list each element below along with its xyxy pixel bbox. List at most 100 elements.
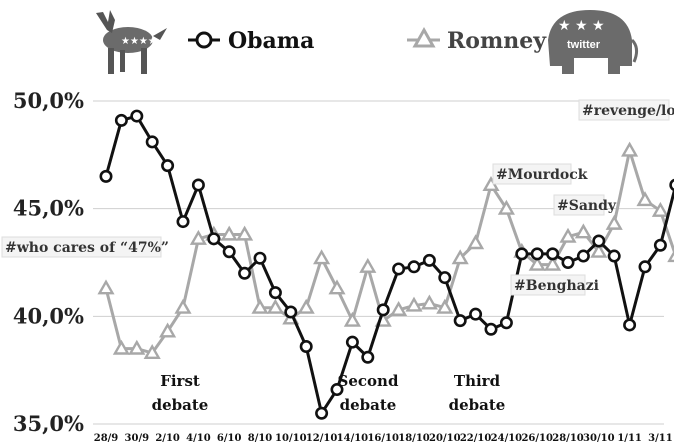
data-point xyxy=(653,238,667,252)
data-point xyxy=(528,255,546,271)
data-point xyxy=(297,298,315,314)
x-tick-label: 28/10 xyxy=(552,433,584,444)
data-point xyxy=(145,135,159,149)
data-point xyxy=(220,225,238,241)
y-tick-label: 40,0% xyxy=(13,303,84,328)
data-point xyxy=(422,253,436,267)
annotation-label: #Benghazi xyxy=(514,278,599,294)
x-tick-label: 10/10 xyxy=(275,433,307,444)
data-point xyxy=(607,249,621,263)
data-point xyxy=(99,169,113,183)
x-tick-label: 22/10 xyxy=(460,433,492,444)
x-tick-label: 6/10 xyxy=(217,433,242,444)
data-point xyxy=(623,318,637,332)
data-point xyxy=(268,286,282,300)
x-tick-label: 18/10 xyxy=(398,433,430,444)
data-point xyxy=(669,178,674,192)
annotation-label: #revenge/love xyxy=(582,103,674,119)
data-point xyxy=(266,298,284,314)
data-point xyxy=(315,406,329,420)
x-tick-label: 2/10 xyxy=(155,433,180,444)
annotation-box xyxy=(1,236,162,258)
data-point xyxy=(453,314,467,328)
data-point xyxy=(405,296,423,312)
elephant-logo-text: twitter xyxy=(567,39,601,51)
data-point xyxy=(130,109,144,123)
obama-series xyxy=(99,109,674,420)
data-point xyxy=(191,178,205,192)
data-point xyxy=(222,245,236,259)
data-point xyxy=(484,322,498,336)
data-point xyxy=(544,255,562,271)
annotation-label: #Sandy xyxy=(557,198,617,214)
x-tick-label: 30/9 xyxy=(125,433,150,444)
annotation-box xyxy=(492,163,572,185)
data-point xyxy=(469,307,483,321)
data-point xyxy=(638,260,652,274)
svg-text:★ ★ ★: ★ ★ ★ xyxy=(558,18,605,34)
data-point xyxy=(497,199,515,215)
data-point xyxy=(328,279,346,295)
data-point xyxy=(159,322,177,338)
x-tick-label: 4/10 xyxy=(186,433,211,444)
data-point xyxy=(345,335,359,349)
x-tick-label: 1/11 xyxy=(617,433,642,444)
x-tick-label: 28/9 xyxy=(94,433,119,444)
data-point xyxy=(561,255,575,269)
data-point xyxy=(438,271,452,285)
y-axis-ticks: 50,0% 45,0% 40,0% 35,0% xyxy=(13,88,84,436)
y-tick-label: 50,0% xyxy=(13,88,84,113)
y-tick-label: 45,0% xyxy=(13,196,84,221)
data-point xyxy=(667,250,674,263)
data-point xyxy=(436,298,454,314)
debate-label-line1: Second xyxy=(338,372,399,390)
data-point xyxy=(299,339,313,353)
data-point xyxy=(176,215,190,229)
debate-events: First debate Second debate Third debate xyxy=(152,372,506,414)
x-tick-label: 12/10 xyxy=(306,433,338,444)
x-tick-label: 20/10 xyxy=(429,433,461,444)
data-point xyxy=(574,223,592,239)
y-tick-label: 35,0% xyxy=(13,411,84,436)
data-point xyxy=(376,303,390,317)
annotation-label: #Mourdock xyxy=(496,167,588,183)
data-point xyxy=(592,234,606,248)
legend-obama-marker xyxy=(195,31,213,49)
data-point xyxy=(636,191,654,207)
svg-text:★★★★: ★★★★ xyxy=(121,36,157,47)
data-point xyxy=(530,247,544,261)
data-point xyxy=(361,350,375,364)
data-point xyxy=(576,249,590,263)
data-point xyxy=(97,279,115,295)
debate-label-line1: Third xyxy=(454,372,501,390)
annotations: #who cares of “47%” #Mourdock #Sandy #Bengh… xyxy=(1,99,674,296)
x-tick-label: 26/10 xyxy=(521,433,553,444)
data-point xyxy=(313,249,331,265)
legend-romney-marker xyxy=(412,26,436,48)
annotation-box xyxy=(510,274,586,296)
annotation-box xyxy=(553,194,605,216)
data-point xyxy=(174,298,192,314)
data-point xyxy=(420,294,438,310)
x-tick-label: 24/10 xyxy=(491,433,523,444)
x-axis-ticks: 28/9 30/9 2/10 4/10 6/10 8/10 10/10 12/10 14/10 1… xyxy=(94,433,673,444)
debate-label-line2: debate xyxy=(152,396,209,414)
data-point xyxy=(161,159,175,173)
data-point xyxy=(590,242,608,258)
data-point xyxy=(515,247,529,261)
annotation-box xyxy=(578,99,670,121)
legend-romney: Romney xyxy=(407,26,547,54)
legend-obama-label: Obama xyxy=(228,28,314,54)
data-point xyxy=(546,247,560,261)
data-point xyxy=(284,305,298,319)
data-point xyxy=(251,298,269,314)
data-point xyxy=(467,234,485,250)
data-point xyxy=(128,339,146,355)
data-point xyxy=(499,316,513,330)
debate-label-line2: debate xyxy=(449,396,506,414)
data-point xyxy=(236,225,254,241)
data-point xyxy=(651,201,669,217)
debate-label-line1: First xyxy=(160,372,200,390)
data-point xyxy=(559,227,577,243)
data-point xyxy=(390,300,408,316)
